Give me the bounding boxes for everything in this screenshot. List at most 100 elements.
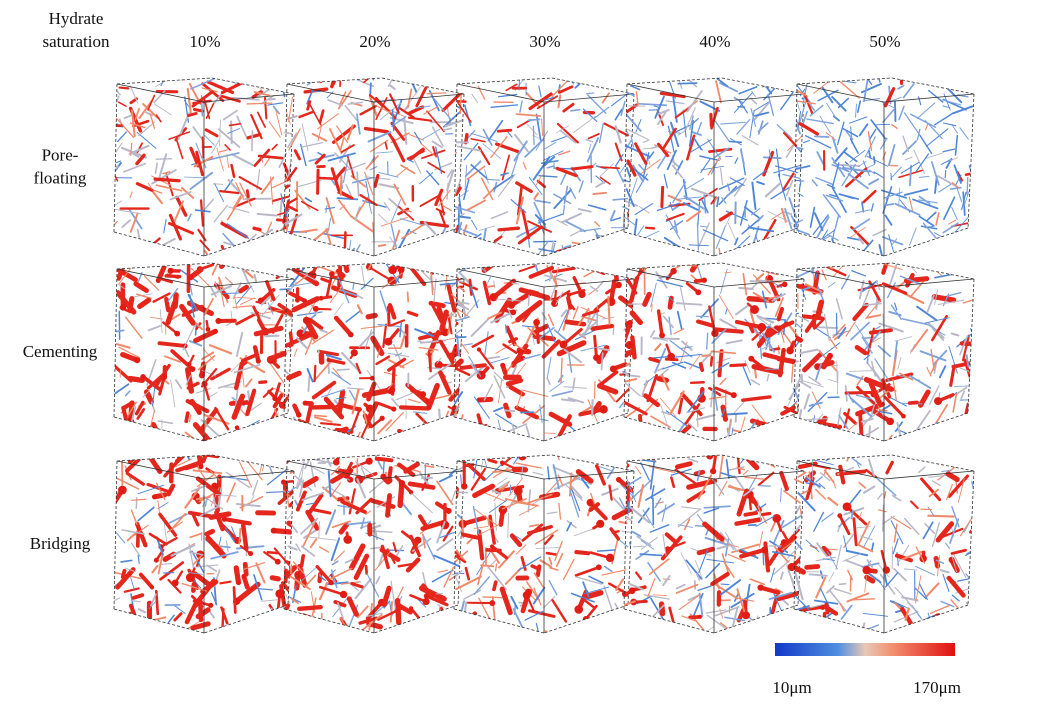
pore: [391, 407, 396, 412]
column-label: 50%: [869, 32, 900, 51]
throat: [478, 74, 497, 80]
throat: [327, 437, 354, 440]
throat: [484, 261, 496, 270]
throat: [456, 625, 463, 628]
throat: [331, 251, 339, 269]
throat: [505, 325, 506, 333]
throat: [258, 112, 265, 127]
throat: [827, 103, 836, 117]
throat: [879, 510, 887, 512]
pore: [772, 514, 781, 523]
throat: [553, 268, 574, 272]
throat: [953, 394, 956, 412]
throat: [115, 209, 141, 214]
throat: [708, 627, 714, 631]
throat: [804, 395, 808, 409]
throat: [185, 450, 190, 460]
pore: [710, 468, 716, 474]
pore: [236, 581, 240, 585]
throat: [489, 568, 506, 589]
throat: [135, 431, 141, 436]
throat: [599, 627, 615, 635]
cube-edge: [794, 609, 884, 633]
throat: [667, 245, 684, 260]
throat: [927, 367, 931, 376]
throat: [335, 303, 343, 315]
throat: [111, 237, 129, 252]
throat: [631, 240, 648, 242]
cube-edge: [722, 78, 804, 94]
throat: [289, 199, 296, 203]
pore: [786, 347, 794, 355]
throat: [883, 505, 884, 531]
throat: [911, 501, 918, 508]
throat: [431, 267, 432, 273]
pore: [213, 329, 218, 334]
throat: [237, 313, 258, 324]
cube-edge: [454, 461, 457, 609]
throat: [919, 584, 927, 600]
throat: [617, 74, 628, 83]
throat: [851, 139, 859, 153]
throat: [163, 247, 169, 256]
throat: [718, 545, 732, 549]
throat: [848, 570, 853, 579]
throat: [587, 432, 595, 458]
throat: [113, 113, 114, 131]
throat: [498, 130, 511, 131]
throat: [775, 429, 794, 446]
throat: [920, 176, 929, 177]
throat: [317, 55, 321, 82]
throat: [260, 382, 266, 383]
throat: [910, 166, 911, 186]
throat: [915, 245, 924, 246]
throat: [412, 494, 432, 513]
throat: [440, 242, 455, 258]
throat: [547, 166, 553, 168]
throat: [112, 457, 113, 464]
throat: [638, 485, 642, 507]
throat: [798, 193, 803, 196]
throat: [816, 490, 826, 499]
throat: [424, 107, 437, 114]
throat: [828, 433, 841, 452]
pore: [615, 282, 621, 288]
throat: [745, 477, 764, 479]
cube-edge: [114, 269, 117, 417]
throat: [319, 267, 337, 274]
throat: [552, 136, 567, 141]
throat: [280, 439, 282, 450]
throat: [401, 252, 411, 262]
throat: [795, 241, 802, 258]
throat: [498, 420, 502, 433]
pore: [490, 293, 498, 301]
throat: [664, 316, 673, 327]
throat: [583, 109, 596, 121]
throat: [667, 534, 676, 542]
throat: [716, 358, 730, 363]
throat: [290, 73, 301, 90]
throat: [292, 601, 294, 628]
throat: [651, 331, 655, 337]
pore: [295, 298, 300, 303]
throat: [466, 465, 473, 466]
cube-edge: [798, 94, 804, 228]
throat: [141, 575, 152, 588]
throat: [464, 179, 469, 199]
throat: [407, 263, 424, 284]
throat: [127, 473, 143, 484]
throat: [947, 264, 954, 266]
throat: [107, 487, 114, 491]
throat: [554, 194, 571, 203]
pore-network: [442, 241, 654, 461]
throat: [294, 349, 297, 356]
throat: [222, 246, 225, 254]
throat: [518, 255, 519, 272]
throat: [605, 567, 612, 572]
throat: [719, 249, 722, 269]
throat: [146, 238, 160, 250]
throat: [256, 563, 264, 582]
throat: [898, 86, 903, 89]
throat: [503, 155, 510, 179]
throat: [596, 181, 605, 186]
